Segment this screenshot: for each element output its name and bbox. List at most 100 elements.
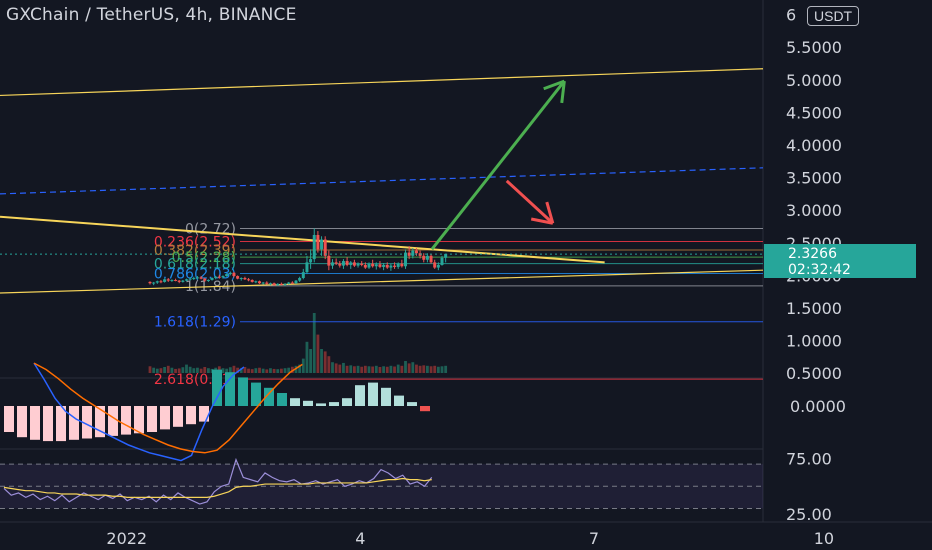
volume-bar — [280, 368, 283, 373]
volume-bar — [411, 362, 415, 373]
candle-body — [243, 278, 247, 280]
volume-bar — [426, 365, 429, 373]
candle-body — [352, 262, 356, 266]
volume-bar — [283, 368, 287, 373]
candle-body — [170, 279, 174, 281]
candle-body — [327, 255, 331, 266]
volume-bar — [353, 366, 356, 373]
price-tick-label: 4.5000 — [786, 103, 842, 122]
candle-body — [166, 279, 170, 281]
time-tick-label: 2022 — [106, 529, 147, 548]
volume-bar — [301, 358, 305, 373]
macd-tick-label: 0.0000 — [790, 397, 846, 416]
candle-body — [422, 255, 426, 260]
macd-histogram-bar — [43, 406, 53, 442]
candle-body — [374, 264, 378, 267]
macd-histogram-bar — [368, 382, 378, 406]
macd-histogram-bar — [407, 402, 417, 406]
price-tick-label: 1.5000 — [786, 299, 842, 318]
candle-body — [254, 281, 258, 283]
volume-bar — [159, 368, 163, 373]
candle-body — [309, 259, 313, 263]
volume-bar — [232, 365, 236, 373]
volume-bar — [393, 366, 396, 373]
volume-bar — [258, 367, 261, 373]
price-tick-label: 5.5000 — [786, 38, 842, 57]
volume-bar — [250, 369, 254, 373]
volume-bar — [287, 367, 291, 373]
candle-body — [331, 262, 334, 266]
candle-body — [360, 263, 364, 265]
candle-body — [334, 262, 338, 264]
candle-body — [199, 277, 203, 279]
volume-bar — [316, 334, 320, 373]
volume-bar — [298, 364, 302, 373]
candle-body — [279, 283, 283, 285]
macd-histogram-bar — [95, 406, 105, 438]
candle-body — [177, 280, 181, 282]
rsi-ma-line — [3, 477, 432, 498]
price-tick-label: 5.0000 — [786, 71, 842, 90]
volume-bar — [177, 368, 181, 373]
candle-body — [436, 264, 440, 268]
macd-histogram-bar — [17, 406, 27, 438]
candle-body — [338, 263, 342, 266]
macd-histogram-bar — [4, 406, 14, 432]
last-price-tag: 2.3266 02:32:42 — [764, 244, 916, 278]
macd-histogram-bar — [134, 406, 144, 434]
candle-body — [214, 276, 218, 279]
macd-signal-line — [33, 362, 303, 454]
rsi-tick-label: 75.00 — [786, 450, 832, 469]
volume-bar — [221, 368, 225, 373]
volume-bar — [415, 364, 418, 373]
candle-body — [429, 255, 433, 263]
rsi-line — [3, 457, 433, 505]
volume-bar — [265, 369, 269, 373]
volume-bar — [404, 361, 407, 373]
volume-bar — [371, 366, 375, 373]
candle-body — [316, 234, 320, 250]
macd-histogram-bar — [394, 395, 404, 406]
price-tick-label: 3.5000 — [786, 169, 842, 188]
macd-histogram-bar — [173, 406, 183, 427]
volume-bar — [396, 364, 400, 373]
fib-level-label: 0.382(2.39) — [154, 243, 236, 259]
macd-histogram-bar — [82, 406, 92, 439]
macd-histogram-bar — [290, 398, 300, 406]
volume-bar — [294, 365, 298, 373]
bar-countdown: 02:32:42 — [788, 262, 851, 278]
arrow-head — [543, 79, 565, 91]
last-price-value: 2.3266 — [788, 246, 837, 262]
candle-body — [389, 265, 393, 268]
volume-bar — [225, 368, 229, 373]
macd-histogram-bar — [108, 406, 118, 436]
macd-histogram-bar — [251, 382, 261, 406]
arrow-head — [560, 80, 566, 104]
macd-histogram-bar — [277, 393, 287, 406]
candle-body — [239, 278, 243, 280]
macd-histogram-bar — [329, 402, 339, 406]
volume-bar — [323, 351, 327, 373]
macd-line — [33, 362, 245, 462]
volume-bar — [305, 341, 309, 373]
candle-body — [400, 263, 404, 267]
macd-histogram-bar — [316, 403, 326, 406]
volume-bar — [196, 367, 199, 373]
trendline — [0, 215, 605, 264]
trendline — [0, 269, 764, 294]
macd-histogram-bar — [147, 406, 157, 432]
candle-body — [371, 263, 375, 267]
candle-body — [404, 252, 407, 267]
currency-badge[interactable]: USDT — [807, 6, 860, 26]
volume-bar — [327, 356, 331, 373]
volume-bar — [422, 365, 426, 373]
volume-bar — [276, 369, 280, 373]
candle-body — [396, 263, 400, 267]
candle-body — [221, 276, 225, 278]
volume-bar — [170, 367, 174, 373]
candle-body — [174, 279, 178, 281]
candle-body — [203, 278, 207, 281]
volume-bar — [407, 363, 411, 373]
volume-bar — [400, 365, 404, 373]
volume-bar — [374, 365, 378, 373]
